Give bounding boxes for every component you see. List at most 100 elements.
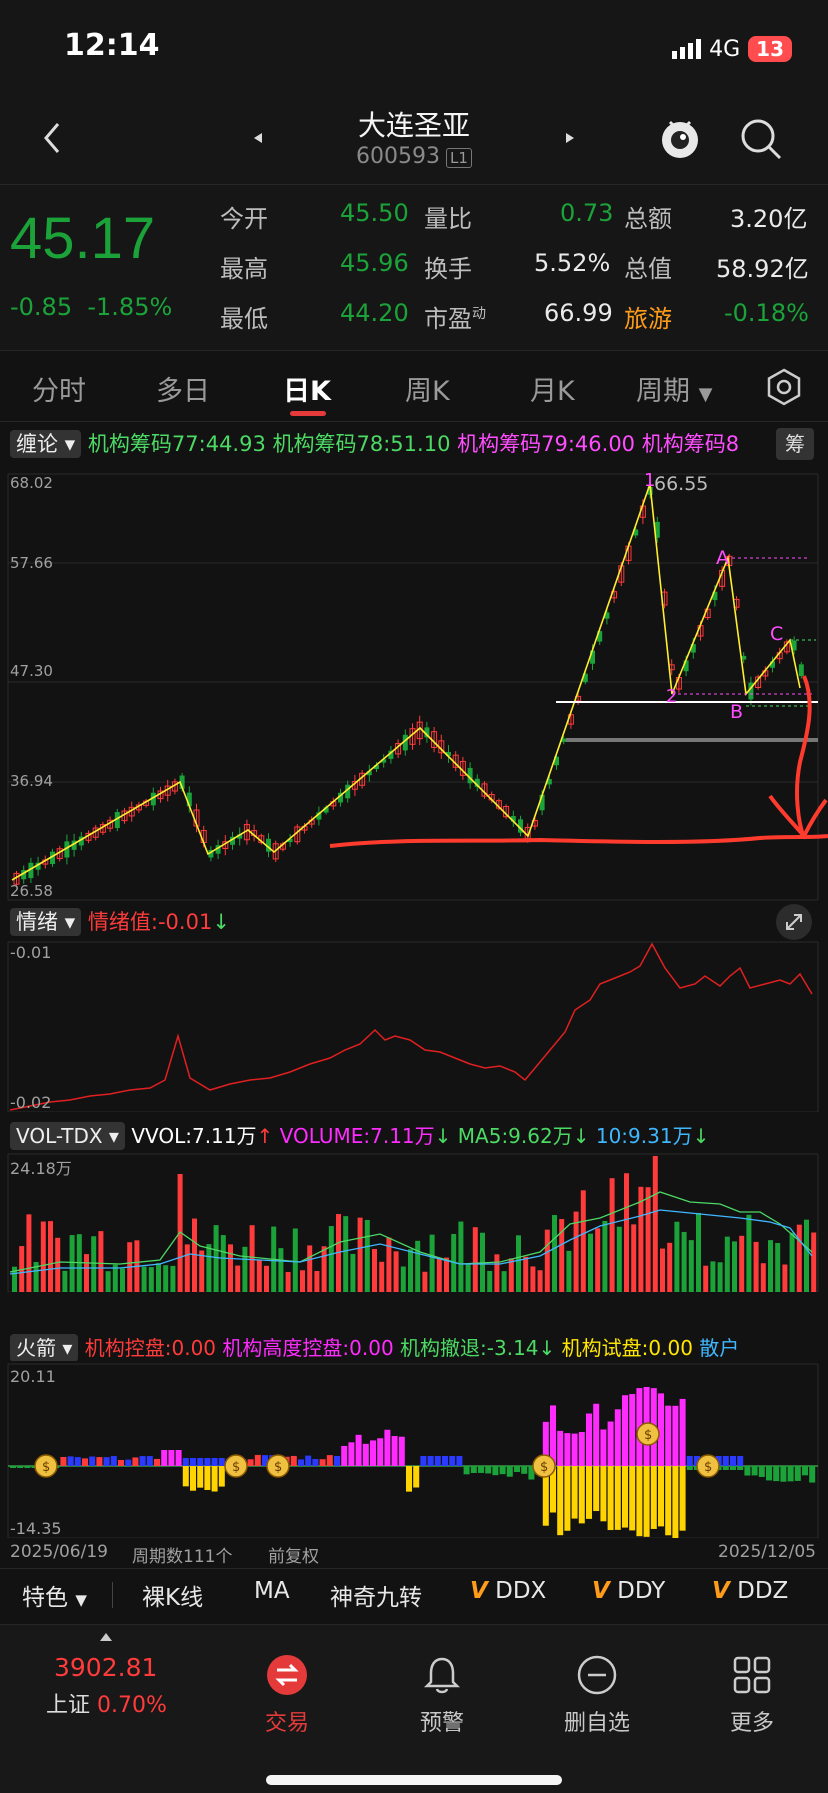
- volume-bar: [472, 1227, 478, 1292]
- network-label: 4G: [709, 36, 741, 62]
- volume-legend: VOL-TDX ▾ VVOL:7.11万↑ VOLUME:7.11万↓ MA5:…: [10, 1120, 709, 1150]
- mark-1: 1: [644, 470, 655, 491]
- trade-label: 交易: [264, 1711, 309, 1736]
- volume-bar: [184, 1244, 190, 1292]
- volume-bar: [530, 1266, 536, 1292]
- tab-daily-k[interactable]: 日K: [283, 376, 331, 407]
- pe-label-text: 市盈: [424, 305, 472, 333]
- expand-icon[interactable]: [776, 904, 812, 940]
- candle: [186, 786, 192, 813]
- volume-bar: [602, 1220, 608, 1292]
- volume-bar: [436, 1257, 442, 1292]
- nav-alert[interactable]: 预警: [387, 1653, 497, 1737]
- market-cap-label: 总值: [624, 255, 672, 283]
- nav-remove-watch[interactable]: 删自选: [542, 1653, 652, 1737]
- adjust-mode[interactable]: 前复权: [268, 1547, 319, 1567]
- volume-bar: [199, 1250, 205, 1292]
- rocket-bar: [103, 1457, 110, 1466]
- candle: [741, 652, 747, 664]
- volume-bar: [732, 1241, 737, 1292]
- settings-hex-icon[interactable]: [764, 367, 804, 411]
- bell-icon: [423, 1657, 461, 1694]
- volume-chart[interactable]: 24.18万: [0, 1152, 828, 1292]
- search-icon[interactable]: [738, 116, 784, 166]
- market-cap-value: 58.92亿: [716, 255, 809, 283]
- feature-select[interactable]: 特色 ▼: [22, 1578, 87, 1612]
- tool-ddy[interactable]: V DDY: [592, 1578, 665, 1604]
- volume-y-top: 24.18万: [10, 1159, 72, 1178]
- rocket-y-top: 20.11: [10, 1367, 56, 1386]
- volume-indicator-select[interactable]: VOL-TDX ▾: [10, 1122, 125, 1150]
- volume-bar: [588, 1233, 593, 1292]
- tab-weekly-k[interactable]: 周K: [405, 376, 450, 407]
- tab-multiday[interactable]: 多日: [156, 376, 210, 407]
- volume-bar: [753, 1241, 759, 1292]
- rocket-chart[interactable]: $ $ $ $ $ $ 20.11 -14.35: [0, 1362, 828, 1538]
- rocket-bar: [190, 1466, 196, 1491]
- rocket-bar: [197, 1458, 204, 1466]
- tool-ddx[interactable]: V DDX: [470, 1578, 546, 1604]
- status-bar: 12:14 4G 13: [0, 0, 828, 100]
- svg-text:$: $: [644, 1428, 652, 1443]
- candle: [791, 636, 797, 655]
- rocket-bar: [492, 1466, 499, 1476]
- volume-bar: [163, 1265, 169, 1292]
- money-bag-icon: $: [696, 1454, 720, 1478]
- back-icon[interactable]: [38, 118, 68, 158]
- emotion-line: [9, 942, 813, 1111]
- emotion-y-bottom: -0.02: [10, 1093, 51, 1112]
- volume-bar: [177, 1174, 183, 1292]
- volume-bar: [156, 1263, 161, 1292]
- mark-a: A: [716, 547, 729, 569]
- index-expand-icon[interactable]: [100, 1633, 112, 1641]
- nav-more[interactable]: 更多: [697, 1653, 807, 1737]
- volume-bar: [141, 1266, 147, 1292]
- rocket-bar: [434, 1456, 441, 1466]
- tab-active-indicator: [290, 411, 326, 416]
- chip-toggle-button[interactable]: 筹: [776, 428, 814, 460]
- tool-ma[interactable]: MA: [254, 1578, 290, 1604]
- tool-naked-k[interactable]: 裸K线: [142, 1585, 204, 1611]
- tab-intraday[interactable]: 分时: [32, 376, 86, 407]
- index-value[interactable]: 3902.81: [54, 1653, 158, 1682]
- rocket-bar: [312, 1459, 319, 1466]
- rocket-bar: [254, 1454, 261, 1466]
- nav-trade[interactable]: 交易: [232, 1653, 342, 1737]
- rocket-bar: [542, 1466, 549, 1526]
- rocket-bar: [557, 1466, 564, 1536]
- candle: [35, 856, 41, 876]
- tool-divider: [112, 1582, 113, 1608]
- emotion-chart[interactable]: -0.01 -0.02: [0, 940, 828, 1112]
- candle: [402, 729, 408, 756]
- tool-nine-turn[interactable]: 神奇九转: [330, 1585, 422, 1611]
- volume-bars: [12, 1156, 817, 1292]
- emotion-indicator-select[interactable]: 情绪 ▾: [10, 908, 82, 936]
- rocket-indicator-select[interactable]: 火箭 ▾: [10, 1334, 79, 1361]
- rocket-bar: [211, 1458, 218, 1466]
- next-stock-icon[interactable]: [562, 130, 576, 149]
- assistant-robot-icon[interactable]: [656, 114, 704, 166]
- main-indicator-select[interactable]: 缠论 ▾: [10, 430, 82, 458]
- ddy-label: DDY: [617, 1578, 666, 1604]
- rocket-bar: [629, 1394, 636, 1466]
- rocket-bar: [665, 1466, 672, 1536]
- candlestick-chart[interactable]: 66.55 1 2 A B C 68.02 57.66 47.30 36.94 …: [0, 462, 828, 902]
- volume-bar: [566, 1250, 572, 1292]
- volume-bar: [321, 1246, 327, 1292]
- svg-text:$: $: [540, 1460, 548, 1475]
- tool-ddz[interactable]: V DDZ: [712, 1578, 788, 1604]
- volume-bar: [746, 1214, 752, 1292]
- rocket-bar: [686, 1466, 693, 1470]
- rocket-bar: [737, 1456, 744, 1466]
- svg-text:$: $: [274, 1460, 282, 1475]
- tab-monthly-k[interactable]: 月K: [530, 376, 575, 407]
- volume-bar: [91, 1236, 97, 1292]
- tab-period[interactable]: 周期 ▼: [636, 369, 712, 408]
- index-row[interactable]: 上证 0.70%: [46, 1687, 167, 1719]
- y-label-47: 47.30: [10, 662, 53, 680]
- prev-stock-icon[interactable]: [252, 130, 266, 149]
- ddx-label: DDX: [495, 1578, 547, 1604]
- sector-link[interactable]: 旅游: [624, 305, 672, 333]
- rocket-bar: [60, 1456, 67, 1466]
- more-label: 更多: [729, 1711, 774, 1736]
